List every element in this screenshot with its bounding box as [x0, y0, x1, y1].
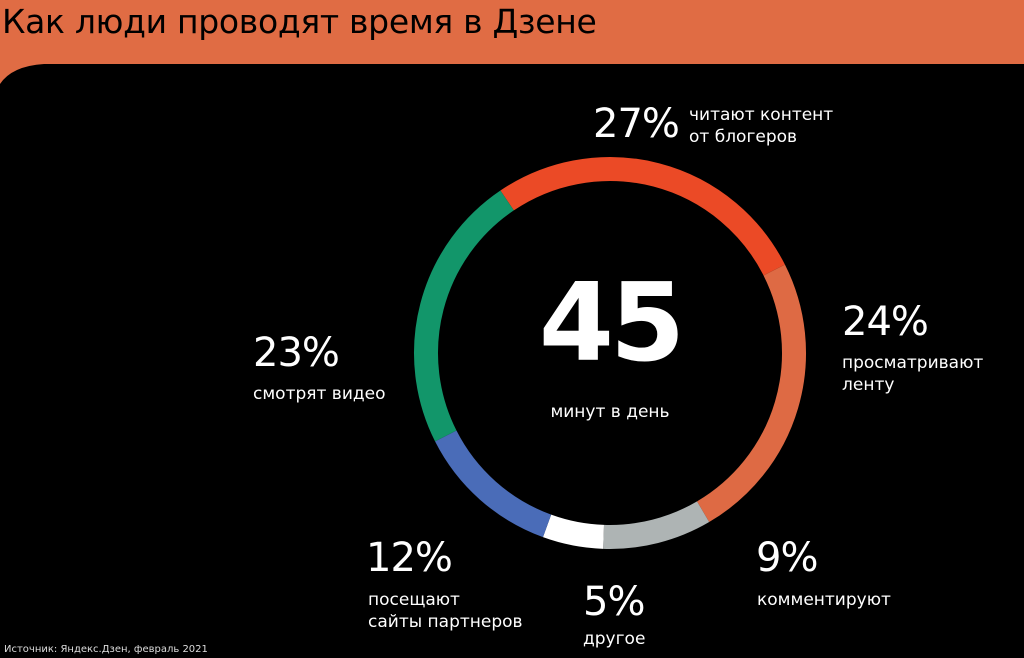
slice-label-video: смотрят видео [253, 383, 385, 405]
slice-label-blogger-content: читают контент от блогеров [689, 104, 833, 148]
header-shape [0, 0, 1024, 84]
donut-slice-comments [603, 501, 710, 549]
page-title: Как люди проводят время в Дзене [2, 2, 597, 41]
center-minutes-value: 45 [538, 261, 685, 386]
slice-label-feed: просматривают ленту [842, 352, 983, 396]
donut-slice-video [414, 190, 514, 442]
slice-label-line: смотрят видео [253, 384, 386, 404]
source-note: Источник: Яндекс.Дзен, февраль 2021 [4, 644, 208, 655]
donut-slice-partner-sites [435, 430, 552, 538]
slice-label-other: другое [583, 628, 645, 650]
slice-label-line: от блогеров [689, 127, 798, 147]
donut-slice-blogger-content [500, 157, 785, 276]
slice-label-line: посещают [368, 590, 460, 610]
slice-label-line: ленту [842, 375, 895, 395]
slice-pct-feed: 24% [842, 299, 929, 345]
donut-slice-other [542, 514, 605, 549]
slice-pct-partner-sites: 12% [366, 535, 453, 581]
center-minutes-label: минут в день [550, 402, 670, 422]
slice-pct-video: 23% [253, 330, 340, 376]
header-band: Как люди проводят время в Дзене [0, 0, 1024, 86]
slice-label-line: комментируют [757, 590, 891, 610]
donut-slice-feed [696, 264, 806, 523]
slice-label-line: читают контент [689, 105, 834, 125]
slice-label-line: другое [583, 629, 646, 649]
header-fill [0, 0, 1024, 84]
slice-label-line: просматривают [842, 353, 984, 373]
slice-label-line: сайты партнеров [368, 612, 523, 632]
slice-pct-other: 5% [583, 579, 645, 625]
slice-pct-blogger-content: 27% [593, 101, 680, 147]
slice-pct-comments: 9% [756, 535, 818, 581]
slice-label-partner-sites: посещают сайты партнеров [368, 589, 523, 633]
slice-label-comments: комментируют [757, 589, 891, 611]
